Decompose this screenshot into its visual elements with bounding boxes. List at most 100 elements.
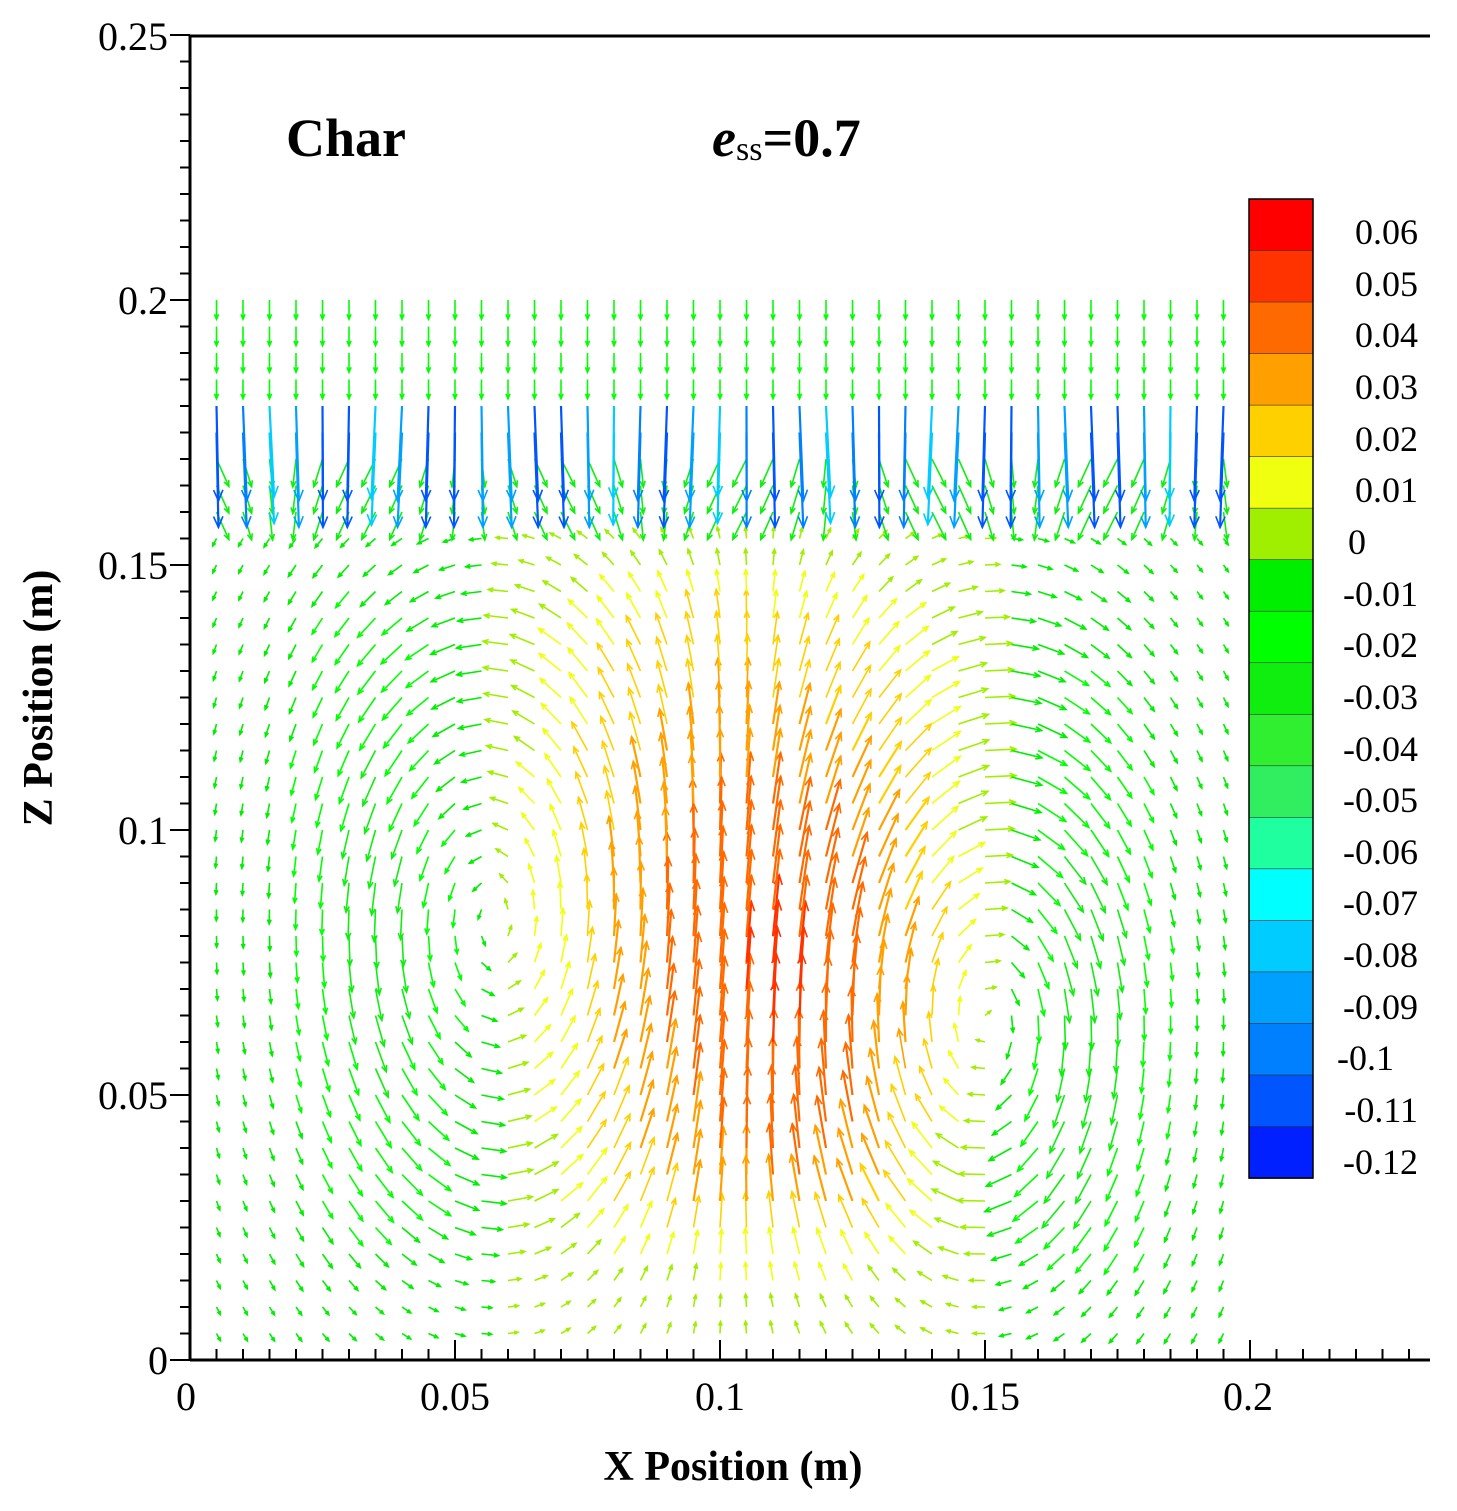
velocity-vector — [1219, 1174, 1225, 1189]
vector-head — [695, 1070, 704, 1081]
vector-shaft — [692, 906, 699, 963]
velocity-vector — [1090, 882, 1107, 915]
velocity-vector — [660, 780, 669, 831]
vector-head — [644, 1232, 651, 1241]
velocity-vector — [789, 1189, 801, 1228]
vector-shaft — [1143, 803, 1155, 823]
velocity-vector — [240, 405, 252, 503]
colorbar-label: -0.08 — [1343, 935, 1418, 975]
vector-shaft — [457, 696, 482, 703]
vector-head — [485, 965, 492, 972]
velocity-vector — [791, 1225, 801, 1255]
vector-head — [392, 489, 404, 503]
vector-head — [465, 1051, 473, 1059]
vector-head — [1224, 756, 1229, 763]
vector-shaft — [732, 485, 748, 514]
vector-shaft — [1222, 988, 1225, 1003]
vector-shaft — [901, 1001, 907, 1043]
velocity-vector — [904, 673, 932, 699]
vector-head — [460, 1000, 467, 1008]
vector-shaft — [524, 838, 536, 857]
vector-head — [566, 646, 575, 655]
velocity-vector — [507, 1303, 521, 1309]
vector-head — [1082, 679, 1091, 687]
vector-head — [1104, 708, 1112, 716]
velocity-vector — [240, 326, 246, 348]
vector-head — [531, 314, 538, 322]
velocity-vector — [560, 1014, 577, 1043]
vector-head — [500, 1173, 509, 1181]
vector-head — [425, 314, 432, 322]
vector-head — [288, 543, 294, 550]
vector-shaft — [745, 981, 751, 1043]
vector-head — [1072, 566, 1080, 572]
velocity-vector — [877, 938, 888, 990]
vector-shaft — [878, 553, 890, 566]
vector-head — [657, 707, 665, 718]
vector-head — [865, 1074, 873, 1086]
vector-shaft — [1116, 882, 1129, 910]
vector-head — [695, 1098, 704, 1110]
vector-shaft — [427, 962, 435, 987]
vector-head — [1058, 676, 1067, 683]
vector-shaft — [904, 796, 930, 831]
vector-head — [405, 709, 414, 717]
vector-head — [263, 677, 269, 685]
velocity-vector — [295, 1041, 302, 1063]
velocity-vector — [1169, 856, 1177, 874]
vector-head — [1148, 596, 1155, 603]
vector-head — [990, 1129, 999, 1137]
velocity-vector — [241, 962, 246, 977]
vector-shaft — [957, 970, 967, 990]
vector-shaft — [958, 662, 987, 672]
velocity-vector — [596, 641, 615, 672]
velocity-vector — [238, 670, 244, 683]
vector-shaft — [718, 801, 724, 857]
velocity-vector — [430, 696, 456, 710]
velocity-vector — [1116, 829, 1132, 856]
vector-shaft — [575, 771, 589, 804]
vector-shaft — [533, 970, 546, 990]
vector-head — [1085, 1068, 1093, 1078]
velocity-vector — [238, 644, 244, 656]
vector-shaft — [1169, 882, 1176, 900]
velocity-vector — [586, 1207, 606, 1229]
vector-head — [942, 1076, 950, 1085]
velocity-vector — [480, 961, 492, 972]
vector-shaft — [335, 697, 350, 721]
vector-head — [862, 806, 871, 818]
vector-shaft — [1033, 511, 1039, 541]
vector-shaft — [268, 405, 276, 498]
vector-shaft — [567, 647, 589, 672]
vector-head — [242, 1075, 247, 1082]
vector-shaft — [432, 723, 456, 738]
velocity-vector — [428, 1332, 440, 1339]
vector-shaft — [872, 1020, 881, 1069]
vector-shaft — [851, 933, 859, 990]
velocity-vector — [628, 710, 642, 751]
vector-shaft — [1106, 1280, 1119, 1296]
vector-head — [849, 314, 856, 322]
vector-head — [265, 812, 271, 820]
vector-head — [1024, 1308, 1032, 1314]
vector-shaft — [824, 708, 842, 751]
velocity-vector — [507, 1034, 528, 1043]
vector-head — [804, 681, 812, 692]
velocity-vector — [814, 1094, 828, 1149]
vector-shaft — [1023, 1279, 1039, 1290]
vector-shaft — [884, 1140, 907, 1175]
vector-head — [428, 649, 437, 656]
vector-shaft — [837, 1128, 854, 1175]
y-tick-label: 0.25 — [98, 14, 168, 59]
vector-shaft — [934, 1217, 959, 1229]
vector-head — [1121, 540, 1128, 546]
velocity-vector — [348, 1200, 364, 1223]
vector-shaft — [441, 829, 456, 847]
vector-shaft — [570, 576, 589, 593]
vector-head — [1052, 1310, 1059, 1316]
vector-shaft — [887, 1112, 907, 1149]
vector-shaft — [824, 877, 836, 937]
vector-head — [223, 479, 230, 489]
vector-head — [1104, 764, 1113, 773]
vector-head — [263, 623, 269, 631]
